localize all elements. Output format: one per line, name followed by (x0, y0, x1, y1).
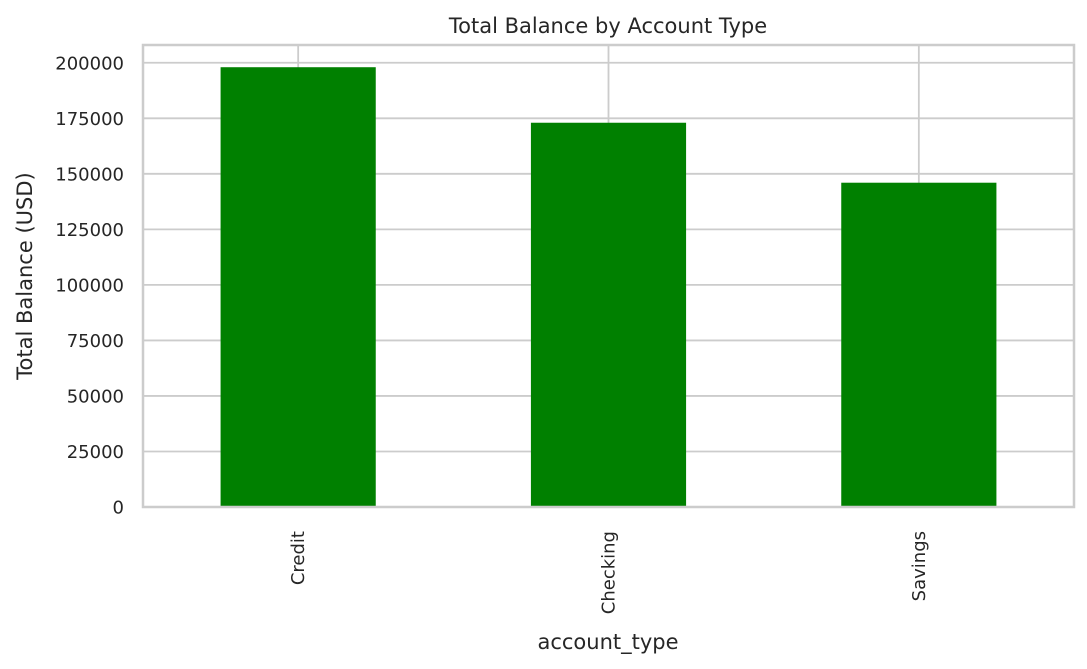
x-tick-label: Credit (288, 531, 309, 585)
y-tick-label: 0 (113, 498, 124, 519)
x-tick-labels: Credit Checking Savings (288, 531, 930, 614)
bar-credit (220, 67, 376, 507)
plot-frame (141, 43, 1076, 509)
y-tick-label: 25000 (67, 442, 124, 463)
x-tick-label: Checking (599, 531, 620, 614)
y-tick-label: 200000 (55, 53, 124, 74)
x-tick-label: Savings (909, 531, 930, 601)
bars (220, 67, 997, 507)
y-tick-label: 50000 (67, 386, 124, 407)
bar-checking (530, 122, 687, 507)
y-tick-label: 100000 (55, 275, 124, 296)
bar-savings (841, 182, 997, 507)
chart-title: Total Balance by Account Type (448, 14, 767, 38)
y-tick-label: 150000 (55, 164, 124, 185)
y-tick-label: 125000 (55, 220, 124, 241)
y-tick-label: 75000 (67, 331, 124, 352)
y-tick-label: 175000 (55, 109, 124, 130)
y-tick-labels: 0 25000 50000 75000 100000 125000 150000 175000… (55, 53, 124, 518)
y-axis-label: Total Balance (USD) (13, 172, 37, 380)
x-axis-label: account_type (537, 630, 678, 655)
